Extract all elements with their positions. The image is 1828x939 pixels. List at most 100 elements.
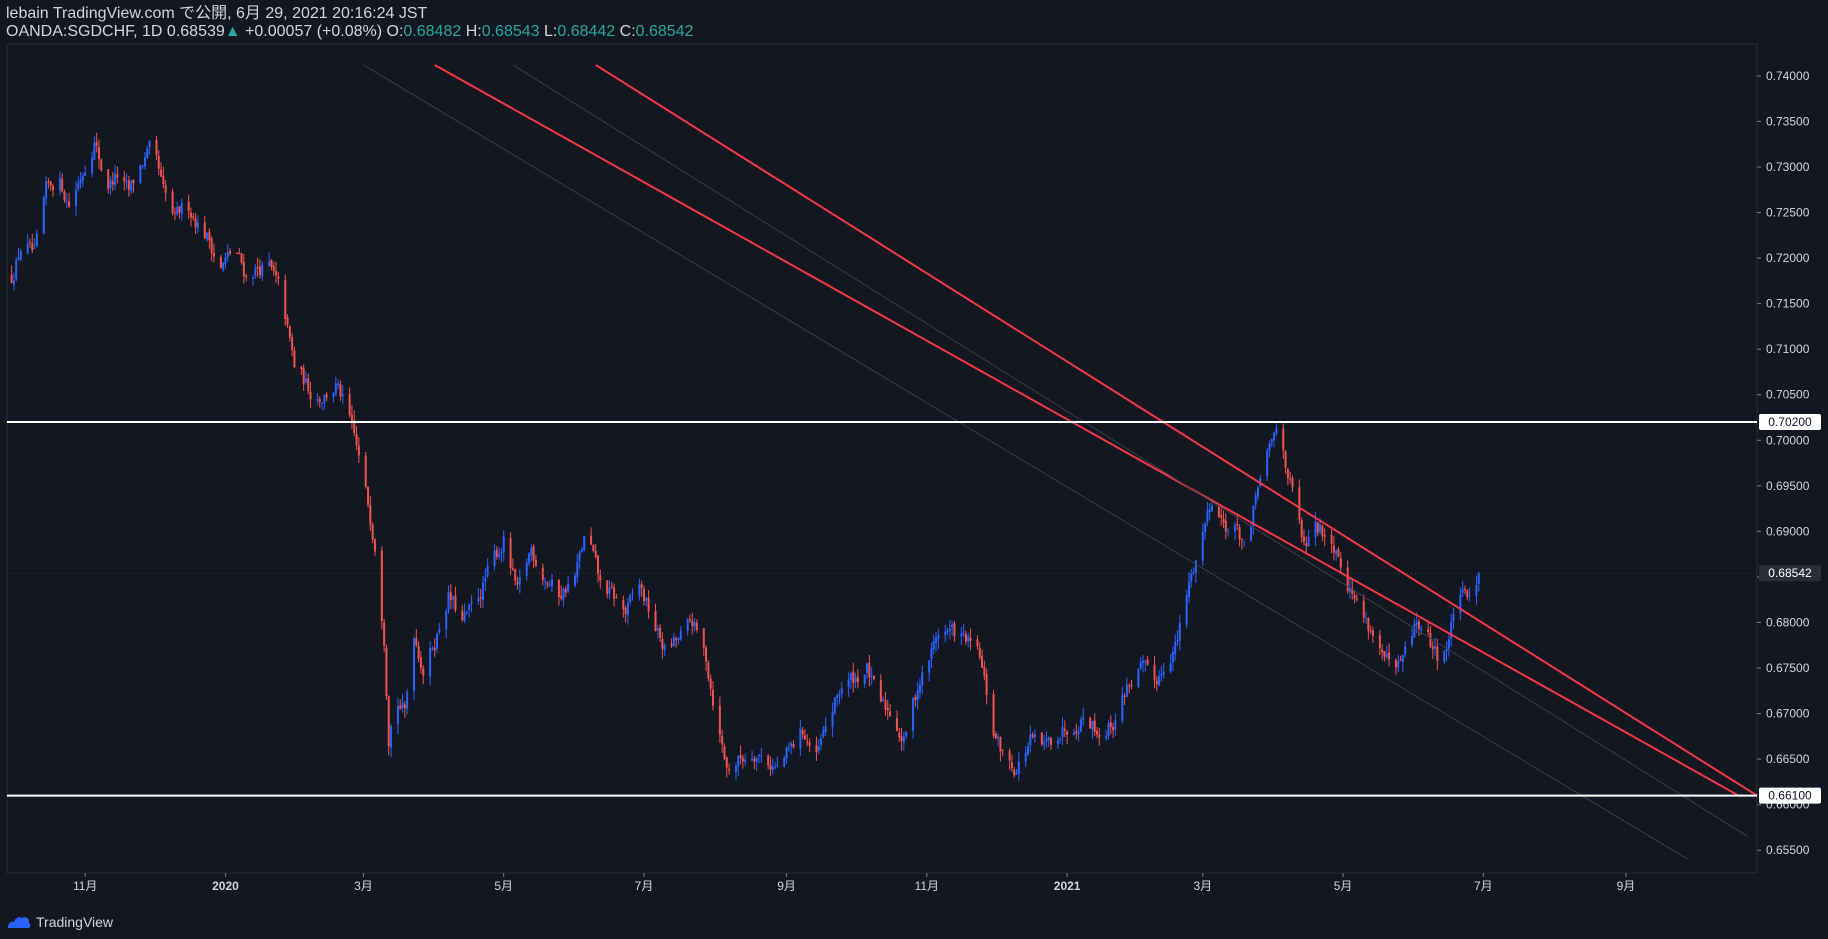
candle-body [728,769,731,771]
candle-body [275,271,278,276]
open-label: O: [386,23,404,40]
candle-body [999,737,1002,752]
candle-body [723,746,726,760]
symbol-label[interactable]: OANDA:SGDCHF, 1D [6,23,163,40]
candle-body [760,755,763,757]
candle-body [429,647,432,677]
publish-info: lebain TradingView.com で公開, 6月 29, 2021 … [6,5,427,23]
candle-body [953,623,956,637]
candle-body [695,622,698,630]
price-tick-label: 0.69000 [1766,524,1810,538]
candle-body [1063,728,1066,731]
price-tick-label: 0.66500 [1766,752,1810,766]
candle-body [399,705,402,709]
candle-body [511,567,514,570]
candle-body [610,586,613,588]
candle-body [171,191,174,214]
candle-body [962,632,965,635]
candle-body [302,367,305,384]
candle-body [422,668,425,676]
candle-body [691,620,694,627]
candle-body [836,695,839,698]
candle-body [452,596,455,600]
candle-body [293,350,296,368]
candle-body [77,182,80,190]
candle-body [921,672,924,686]
candle-body [1075,731,1078,733]
price-axis: 0.74000 0.73500 0.73000 0.72500 0.72000 0.715… [1757,69,1810,857]
candle-body [203,222,206,239]
author-name[interactable]: lebain [6,5,49,22]
price-tick-label: 0.68000 [1766,615,1810,629]
candle-body [1050,738,1053,745]
candle-body [1139,662,1142,669]
candle-body [1459,594,1462,613]
candle-body [1256,487,1259,497]
candle-body [431,648,434,650]
candle-body [1224,520,1227,532]
candle-body [548,585,551,587]
candle-body [1098,734,1101,737]
candle-body [960,633,963,637]
candle-body [33,247,36,249]
candle-body [615,597,618,599]
candle-body [645,597,648,601]
candle-body [65,200,68,203]
candle-body [196,222,199,229]
candle-body [1348,586,1351,592]
candle-body [1208,509,1211,513]
last-price-label: 0.68542 [1768,566,1812,580]
candle-body [100,159,103,171]
candle-body [560,595,563,599]
price-tick-label: 0.72000 [1766,251,1810,265]
candle-body [817,746,820,751]
candle-body [10,275,13,283]
candle-body [599,575,602,581]
candle-body [1353,595,1356,599]
candle-body [1045,739,1048,742]
candle-body [670,643,673,646]
low-label: L: [544,23,558,40]
candle-body [1302,536,1305,542]
publish-details: TradingView.com で公開, 6月 29, 2021 20:16:2… [52,5,428,22]
tradingview-logo-icon [8,917,31,928]
candle-body [1210,505,1213,511]
candle-body [433,647,436,650]
candle-body [1289,478,1292,480]
candle-body [1194,560,1197,574]
candle-body [493,550,496,567]
candle-body [884,700,887,710]
candle-body [578,552,581,561]
candle-body [976,639,979,647]
candle-body [192,216,195,218]
channel-line [595,64,1758,797]
candle-body [261,264,264,277]
candle-body [1461,589,1464,593]
time-tick-label: 7月 [635,879,654,893]
candle-body [1275,427,1278,434]
candle-body [84,172,87,176]
candle-body [114,173,117,186]
candle-body [284,280,287,319]
candle-body [981,655,984,668]
candle-body [693,622,696,627]
candle-body [771,766,774,770]
channel-mid-line [363,64,1689,860]
candle-body [240,253,243,263]
candle-body [895,718,898,732]
candle-body [592,544,595,551]
candle-body [831,712,834,727]
price-tick-label: 0.73000 [1766,160,1810,174]
candle-body [847,679,850,687]
candle-body [1192,571,1195,574]
candle-body [323,395,326,404]
candle-body [1114,720,1117,730]
time-tick-label: 11月 [73,879,97,893]
candle-body [753,758,756,762]
candle-body [1394,660,1397,668]
candle-body [272,265,275,272]
candle-body [1109,722,1112,728]
candle-body [709,678,712,689]
candle-body [235,252,238,254]
